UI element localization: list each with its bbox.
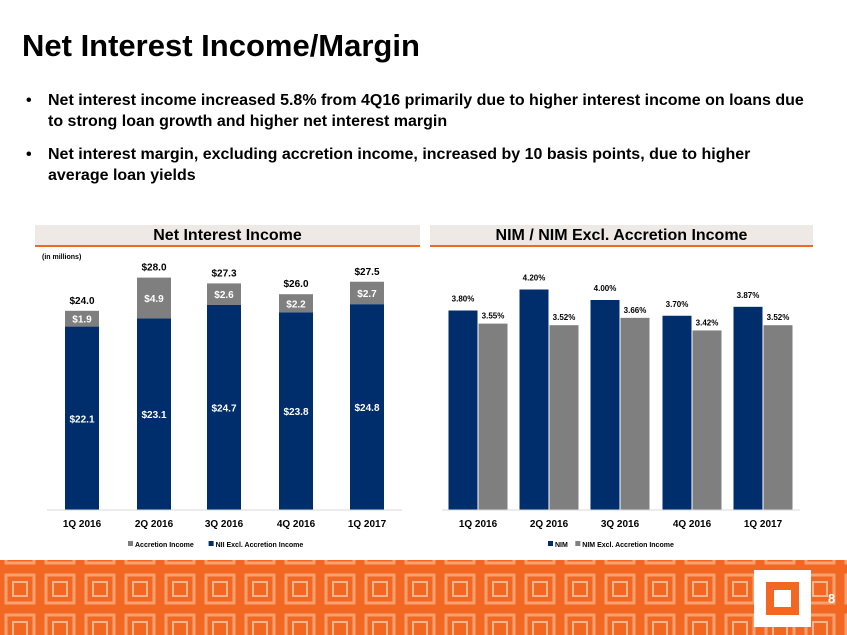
- data-label-nim-excl: 3.42%: [696, 318, 719, 327]
- bar-accretion-income: [350, 281, 384, 305]
- bar-accretion-income: [65, 310, 99, 327]
- data-label-nim: 3.87%: [737, 291, 760, 300]
- data-label-accretion: $2.6: [214, 290, 234, 301]
- data-label-total: $27.5: [354, 267, 379, 278]
- bullet-symbol: •: [26, 92, 32, 109]
- x-tick-label: 1Q 2017: [348, 519, 387, 530]
- bullet-text: Net interest income increased 5.8% from …: [48, 92, 804, 130]
- bar-nim: [519, 289, 549, 510]
- bar-accretion-income: [279, 294, 313, 313]
- bullet-text: Net interest margin, excluding accretion…: [48, 146, 751, 184]
- data-label-nii-excl: $23.8: [283, 407, 308, 418]
- bar-accretion-income: [207, 283, 241, 305]
- data-label-accretion: $2.2: [286, 299, 306, 310]
- footer-band: [0, 560, 847, 635]
- data-label-accretion: $4.9: [144, 294, 164, 305]
- data-label-nim: 4.00%: [594, 284, 617, 293]
- nim-chart: 3.80% 3.55% 1Q 2016 4.20% 3.52% 2Q 2016 4.00% 3…: [442, 274, 800, 549]
- logo-core: [774, 590, 791, 607]
- page-number: 8: [828, 591, 836, 606]
- bar-nii-excl-accretion: [137, 318, 171, 510]
- page-title: Net Interest Income/Margin: [22, 28, 420, 63]
- legend-label: Accretion Income: [135, 542, 194, 549]
- bar-nim-excl-accretion: [620, 317, 650, 510]
- chart-subtitle: (in millions): [42, 254, 81, 261]
- legend-swatch: [208, 541, 214, 546]
- data-label-accretion: $2.7: [357, 289, 377, 300]
- bar-nim: [662, 315, 692, 510]
- data-label-total: $27.3: [211, 268, 236, 279]
- bar-nim-excl-accretion: [763, 325, 793, 510]
- nii-chart-title: Net Interest Income: [35, 225, 420, 247]
- bar-nii-excl-accretion: [350, 304, 384, 510]
- bar-nii-excl-accretion: [279, 312, 313, 510]
- bar-accretion-income: [137, 277, 171, 319]
- data-label-nii-excl: $22.1: [69, 414, 94, 425]
- bar-nii-excl-accretion: [207, 304, 241, 510]
- x-tick-label: 2Q 2016: [530, 519, 569, 530]
- data-label-nim-excl: 3.55%: [482, 312, 505, 321]
- bullet-symbol: •: [26, 146, 32, 163]
- x-tick-label: 3Q 2016: [205, 519, 244, 530]
- bar-nim-excl-accretion: [478, 323, 508, 510]
- data-label-nim-excl: 3.66%: [624, 306, 647, 315]
- data-label-total: $24.0: [69, 296, 94, 307]
- bar-nii-excl-accretion: [65, 326, 99, 510]
- legend-swatch: [575, 541, 581, 546]
- nim-chart-title: NIM / NIM Excl. Accretion Income: [430, 225, 813, 247]
- bar-nim-excl-accretion: [549, 325, 579, 510]
- footer-pattern: [0, 560, 847, 635]
- logo: [754, 570, 811, 627]
- data-label-nii-excl: $24.8: [354, 403, 379, 414]
- x-tick-label: 1Q 2016: [459, 519, 498, 530]
- bar-nim: [448, 310, 478, 510]
- x-tick-label: 3Q 2016: [601, 519, 640, 530]
- x-tick-label: 4Q 2016: [673, 519, 712, 530]
- legend-swatch: [548, 541, 553, 546]
- data-label-nim: 3.70%: [666, 300, 689, 309]
- data-label-accretion: $1.9: [72, 315, 92, 326]
- legend-label: NIM Excl. Accretion Income: [582, 542, 674, 549]
- bar-nim-excl-accretion: [692, 330, 722, 510]
- data-label-nim-excl: 3.52%: [767, 313, 790, 322]
- nii-chart: (in millions) $22.1 $1.9 $24.0 1Q 2016 $23.1 $…: [42, 254, 402, 549]
- x-tick-label: 2Q 2016: [135, 519, 174, 530]
- logo-inner: [766, 582, 799, 615]
- x-tick-label: 1Q 2017: [744, 519, 783, 530]
- bullet-item: • Net interest margin, excluding accreti…: [22, 144, 812, 186]
- bullet-list: • Net interest income increased 5.8% fro…: [22, 90, 812, 198]
- legend-label: NII Excl. Accretion Income: [216, 542, 304, 549]
- x-tick-label: 4Q 2016: [277, 519, 316, 530]
- legend-label: NIM: [555, 542, 568, 549]
- x-tick-label: 1Q 2016: [63, 519, 102, 530]
- data-label-total: $26.0: [283, 279, 308, 290]
- bar-nim: [590, 300, 620, 510]
- bullet-item: • Net interest income increased 5.8% fro…: [22, 90, 812, 132]
- data-label-nim: 3.80%: [452, 295, 475, 304]
- data-label-nii-excl: $24.7: [211, 403, 236, 414]
- data-label-nim: 4.20%: [523, 274, 546, 283]
- data-label-nim-excl: 3.52%: [553, 313, 576, 322]
- legend-swatch: [128, 541, 133, 546]
- data-label-total: $28.0: [141, 263, 166, 274]
- data-label-nii-excl: $23.1: [141, 410, 166, 421]
- bar-nim: [733, 306, 763, 510]
